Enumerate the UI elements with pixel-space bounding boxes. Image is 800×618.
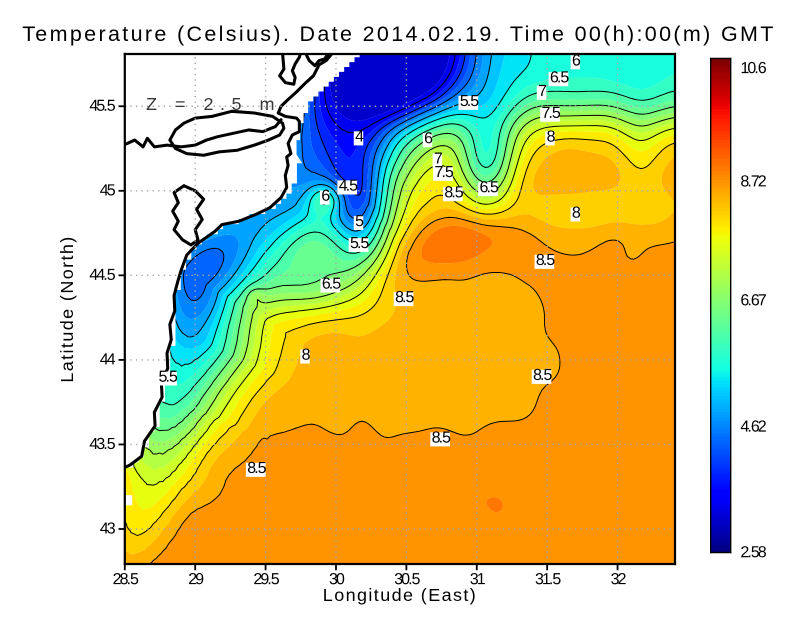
svg-text:Latitude (North): Latitude (North) bbox=[57, 235, 77, 382]
svg-text:Z = 2.5 m: Z = 2.5 m bbox=[146, 94, 281, 114]
svg-text:Longitude (East): Longitude (East) bbox=[323, 585, 477, 605]
svg-text:Temperature (Celsius). Date 20: Temperature (Celsius). Date 2014.02.19. … bbox=[22, 22, 776, 46]
